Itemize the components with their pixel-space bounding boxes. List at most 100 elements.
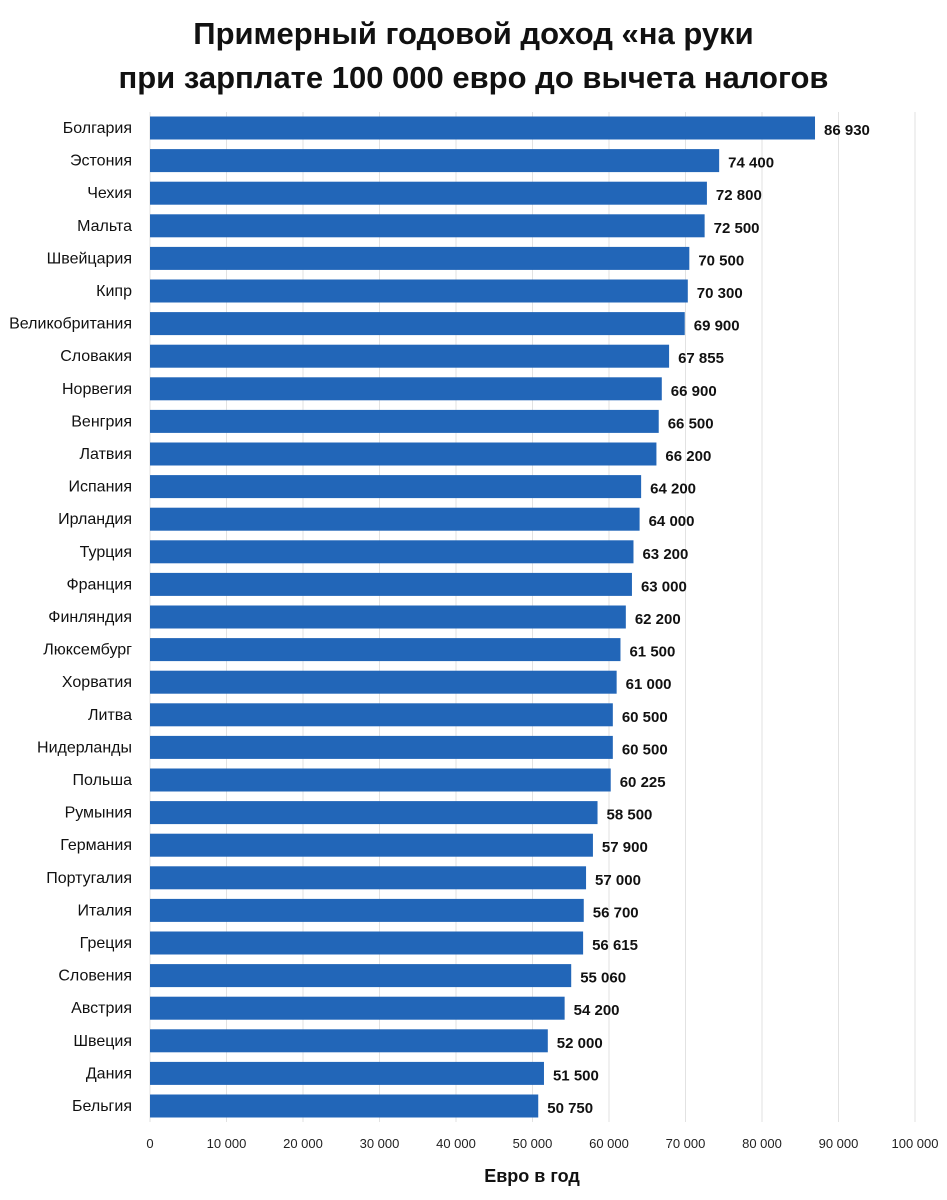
value-label: 56 615 [592, 937, 638, 954]
category-label: Ирландия [58, 511, 132, 528]
category-label: Румыния [65, 805, 132, 822]
value-label: 56 700 [593, 904, 639, 921]
bar [150, 149, 720, 173]
category-label: Эстония [70, 153, 132, 170]
category-label: Болгария [63, 120, 132, 137]
x-tick-label: 20 000 [283, 1136, 323, 1151]
value-label: 60 500 [622, 709, 668, 726]
value-label: 61 500 [629, 644, 675, 661]
bar [150, 898, 584, 922]
bar [150, 1094, 539, 1118]
bar [150, 768, 611, 792]
bar [150, 996, 565, 1020]
value-label: 55 060 [580, 970, 626, 987]
bar [150, 1061, 544, 1085]
category-label: Нидерланды [37, 739, 132, 756]
value-label: 62 200 [635, 611, 681, 628]
bar [150, 605, 626, 629]
bar [150, 116, 816, 140]
value-label: 72 500 [714, 220, 760, 237]
bar [150, 801, 598, 825]
value-label: 50 750 [547, 1100, 593, 1117]
value-label: 57 900 [602, 839, 648, 856]
value-label: 72 800 [716, 187, 762, 204]
value-label: 70 300 [697, 285, 743, 302]
value-label: 63 200 [642, 546, 688, 563]
value-label: 66 900 [671, 383, 717, 400]
category-label: Финляндия [48, 609, 132, 626]
value-label: 69 900 [694, 318, 740, 335]
category-label: Испания [69, 479, 133, 496]
x-axis-title: Евро в год [484, 1166, 580, 1186]
value-label: 66 200 [665, 448, 711, 465]
value-label: 51 500 [553, 1067, 599, 1084]
chart-title: Примерный годовой доход «на руки при зар… [0, 12, 947, 100]
x-tick-label: 60 000 [589, 1136, 629, 1151]
category-label: Норвегия [62, 381, 132, 398]
category-label: Чехия [87, 185, 132, 202]
value-label: 57 000 [595, 872, 641, 889]
category-label: Греция [80, 935, 132, 952]
category-label: Венгрия [71, 413, 132, 430]
bar [150, 572, 632, 596]
value-label: 63 000 [641, 578, 687, 595]
category-label: Польша [73, 772, 133, 789]
bar [150, 279, 688, 303]
category-label: Латвия [80, 446, 132, 463]
value-label: 60 500 [622, 741, 668, 758]
bar [150, 344, 670, 368]
bar [150, 964, 572, 988]
bar [150, 246, 690, 270]
bar [150, 670, 617, 694]
bar [150, 703, 613, 727]
category-label: Мальта [77, 218, 132, 235]
x-axis-ticks: 0 10 000 20 000 30 000 40 000 50 000 60 000 70 … [146, 1136, 938, 1151]
category-label: Франция [66, 576, 132, 593]
category-label: Швеция [73, 1033, 132, 1050]
value-label: 86 930 [824, 122, 870, 139]
x-tick-label: 100 000 [892, 1136, 939, 1151]
x-tick-label: 10 000 [207, 1136, 247, 1151]
value-label: 70 500 [698, 252, 744, 269]
category-label: Хорватия [62, 674, 132, 691]
chart-title-line-1: Примерный годовой доход «на руки [193, 16, 754, 51]
bar [150, 442, 657, 466]
x-tick-label: 40 000 [436, 1136, 476, 1151]
bar [150, 475, 642, 499]
bar [150, 1029, 548, 1053]
category-label: Великобритания [9, 316, 132, 333]
bar [150, 540, 634, 564]
value-labels: 86 930 74 400 72 800 72 500 70 500 70 300 69 9… [547, 122, 870, 1117]
category-label: Бельгия [72, 1098, 132, 1115]
x-tick-label: 50 000 [513, 1136, 553, 1151]
x-tick-label: 30 000 [360, 1136, 400, 1151]
bar [150, 931, 584, 955]
bar [150, 409, 659, 433]
category-label: Словения [58, 968, 132, 985]
category-labels: Болгария Эстония Чехия Мальта Швейцария Кипр В… [9, 120, 132, 1115]
category-label: Литва [88, 707, 132, 724]
x-tick-label: 80 000 [742, 1136, 782, 1151]
bar [150, 735, 613, 759]
chart-title-line-2: при зарплате 100 000 евро до вычета нало… [118, 60, 829, 95]
bar [150, 181, 707, 205]
bar [150, 377, 662, 401]
bar [150, 866, 587, 890]
value-label: 66 500 [668, 415, 714, 432]
category-label: Германия [60, 837, 132, 854]
x-tick-label: 0 [146, 1136, 153, 1151]
value-label: 67 855 [678, 350, 724, 367]
category-label: Кипр [96, 283, 132, 300]
category-label: Люксембург [43, 642, 132, 659]
value-label: 60 225 [620, 774, 666, 791]
value-label: 61 000 [626, 676, 672, 693]
value-label: 54 200 [574, 1002, 620, 1019]
category-label: Турция [80, 544, 132, 561]
category-label: Дания [86, 1065, 132, 1082]
bar [150, 312, 685, 336]
value-label: 64 200 [650, 481, 696, 498]
bar [150, 833, 593, 857]
value-label: 64 000 [649, 513, 695, 530]
value-label: 58 500 [607, 807, 653, 824]
category-label: Португалия [46, 870, 132, 887]
